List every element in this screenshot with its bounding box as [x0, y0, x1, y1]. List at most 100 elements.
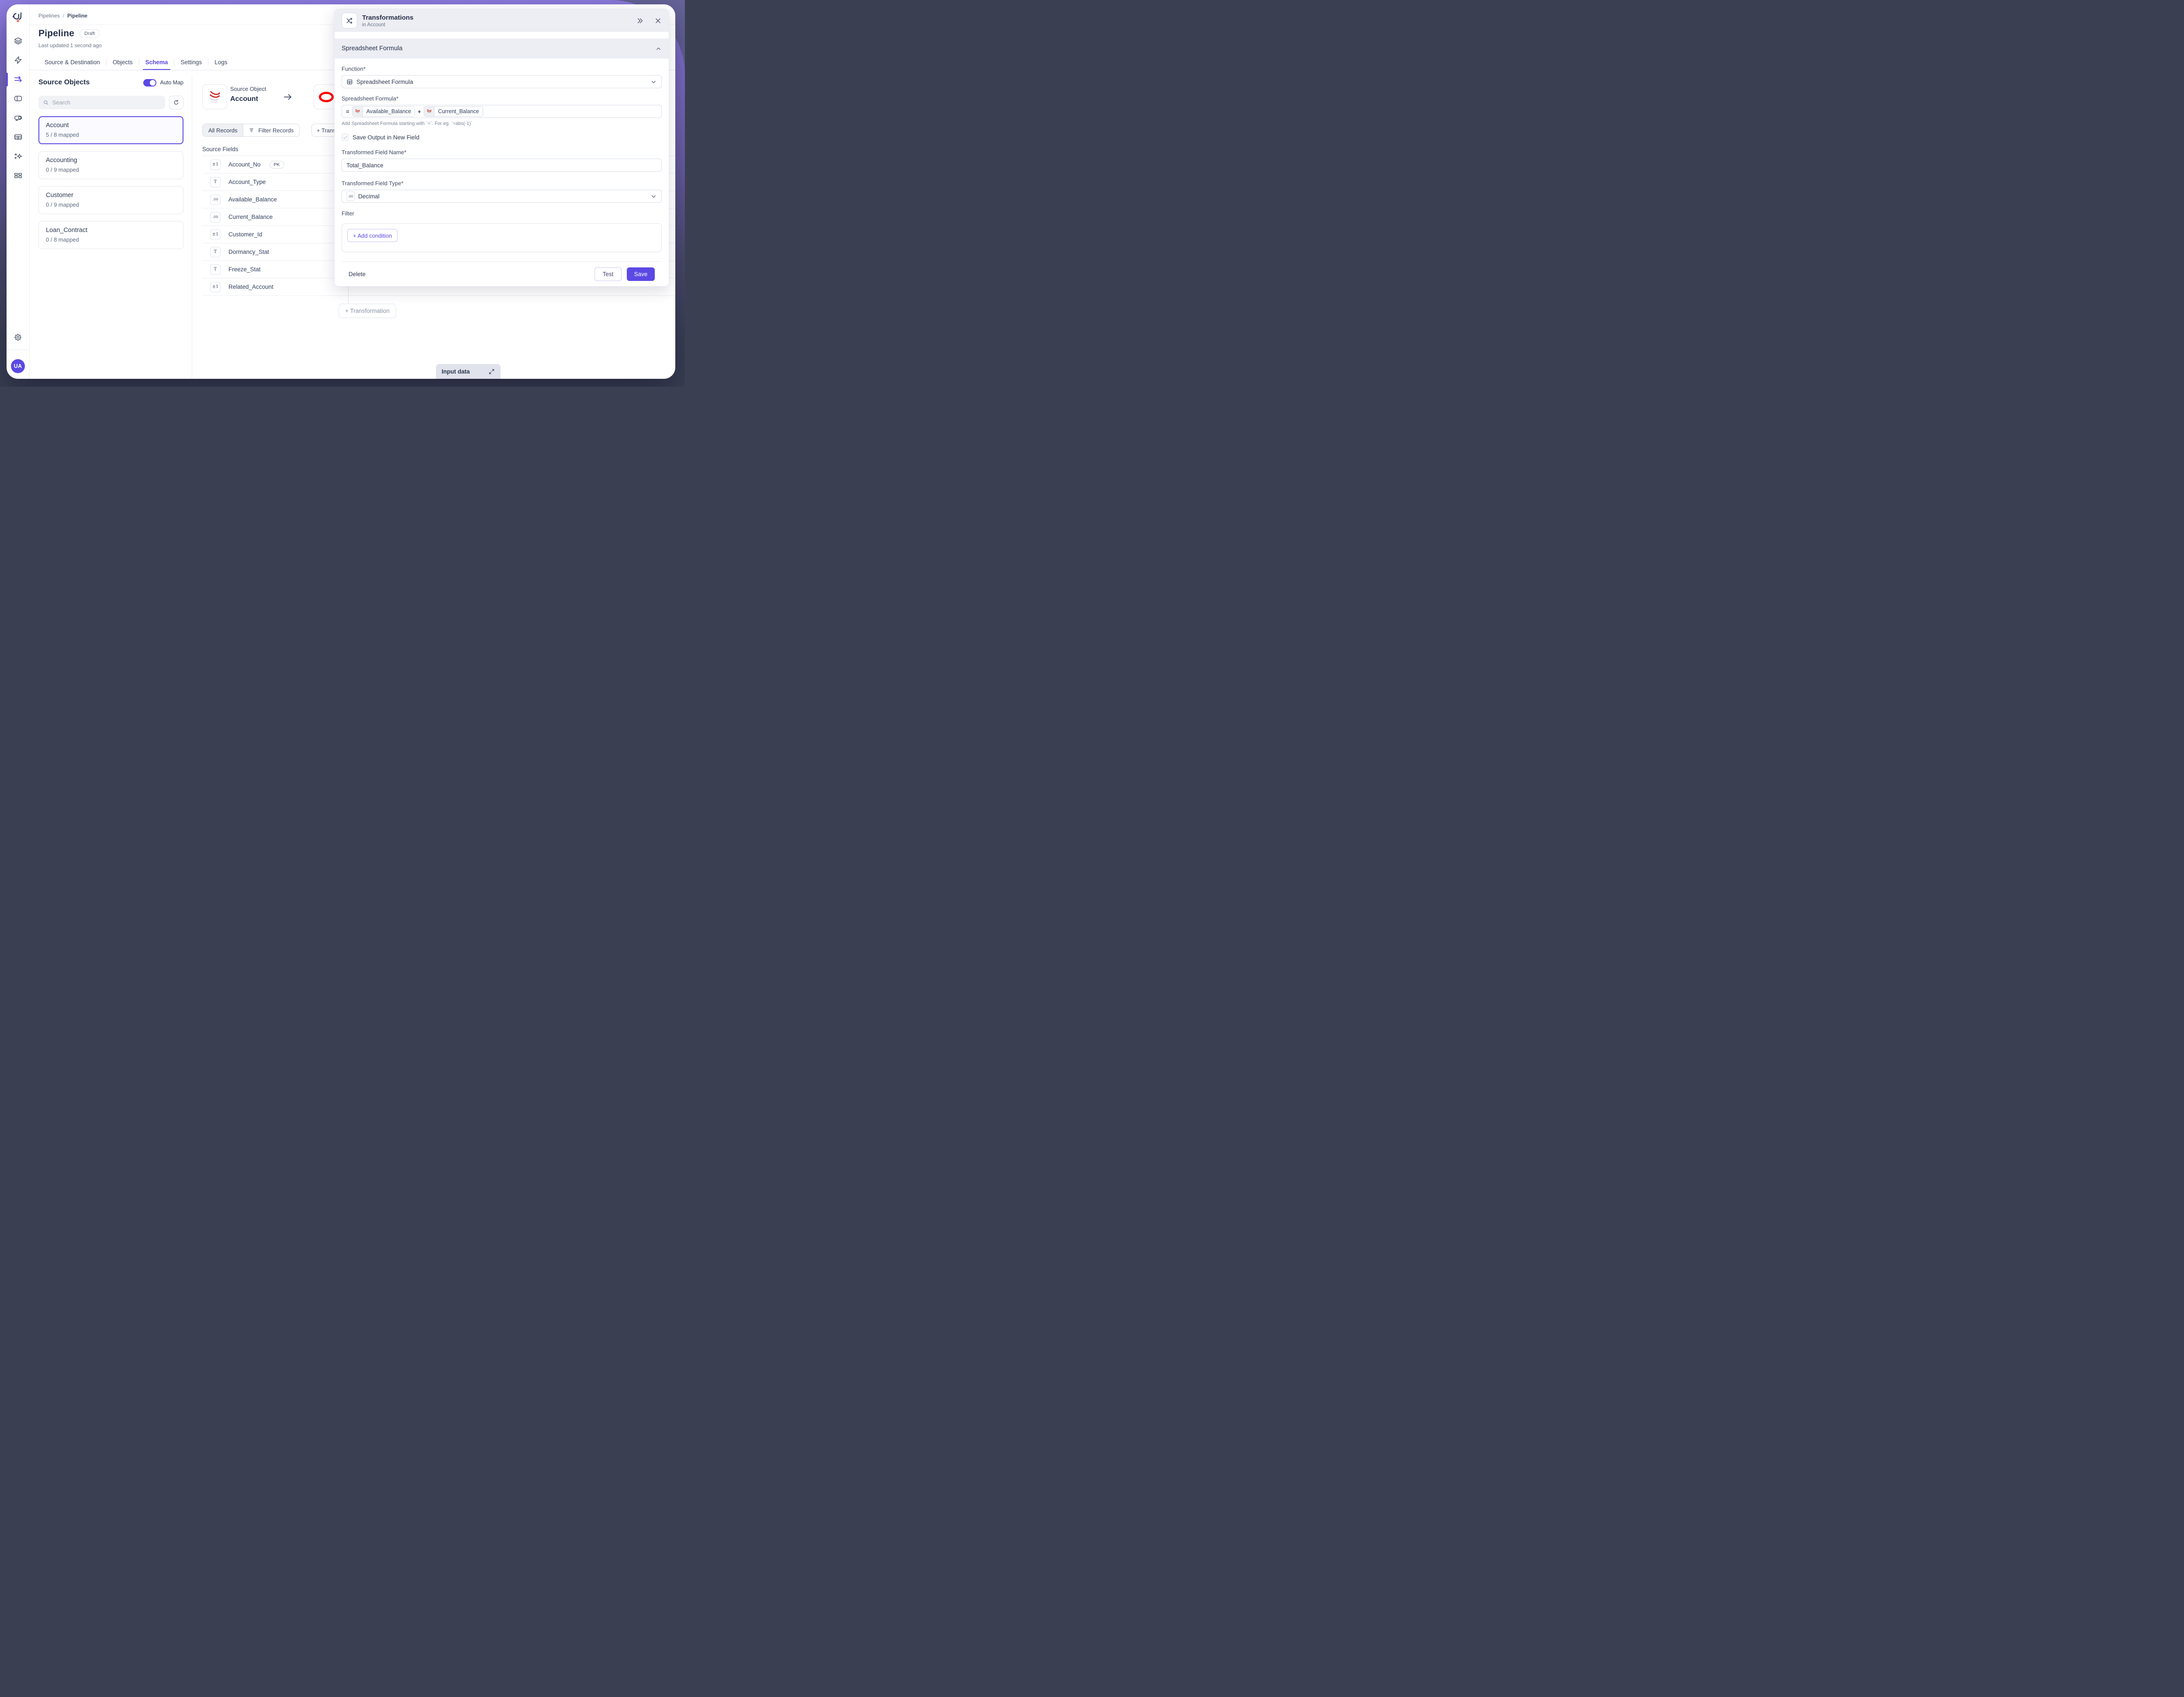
sidebar: UA: [7, 4, 30, 379]
test-button[interactable]: Test: [594, 267, 622, 281]
function-select[interactable]: Spreadsheet Formula: [342, 75, 662, 88]
field-chip-available-balance[interactable]: Available_Balance: [352, 106, 415, 117]
sqlserver-source-card: [202, 84, 227, 109]
tab-source-destination[interactable]: Source & Destination: [45, 59, 100, 66]
expand-icon: [489, 369, 494, 374]
tab-all-records[interactable]: All Records: [203, 124, 244, 136]
search-box: [38, 96, 165, 109]
status-badge: Draft: [79, 29, 100, 38]
source-object-card-customer[interactable]: Customer 0 / 9 mapped: [38, 186, 183, 214]
object-name: Account: [46, 122, 69, 129]
save-button[interactable]: Save: [627, 267, 655, 281]
refresh-button[interactable]: [169, 96, 183, 109]
object-name: Accounting: [46, 157, 77, 164]
oracle-icon: [318, 91, 334, 102]
object-name: Loan_Contract: [46, 227, 88, 234]
refresh-icon: [174, 100, 179, 105]
sidebar-item-ai-sparkle-icon[interactable]: [14, 152, 23, 161]
auto-map-toggle[interactable]: [143, 79, 157, 87]
records-segmented-control: All Records Filter Records: [202, 124, 300, 137]
transformed-field-type-select[interactable]: .00 Decimal: [342, 190, 662, 203]
decimal-type-icon: .00: [210, 194, 221, 205]
breadcrumb-separator: /: [62, 13, 65, 19]
panel-footer: Delete Test Save: [342, 261, 662, 286]
app-window: UA Pipelines / Pipeline Pipeline Draft L…: [7, 4, 675, 379]
tab-bar: Source & Destination Objects Schema Sett…: [38, 54, 233, 70]
field-chip-current-balance[interactable]: Current_Balance: [423, 106, 483, 117]
auto-map-label: Auto Map: [160, 80, 183, 86]
shuffle-icon: [342, 13, 357, 28]
filter-label: Filter: [342, 210, 354, 217]
source-object-card-loan-contract[interactable]: Loan_Contract 0 / 8 mapped: [38, 221, 183, 249]
add-transformation-button[interactable]: + Transformation: [339, 304, 396, 318]
plus-operator: +: [418, 108, 421, 115]
breadcrumb-parent[interactable]: Pipelines: [38, 13, 60, 19]
sidebar-item-megaphone-icon[interactable]: [14, 113, 23, 122]
tab-schema[interactable]: Schema: [139, 54, 174, 70]
arrow-right-icon: [283, 92, 293, 102]
text-type-icon: T: [210, 264, 221, 275]
source-object-card-account[interactable]: Account 5 / 8 mapped: [38, 116, 183, 144]
formula-label: Spreadsheet Formula*: [342, 95, 399, 102]
tab-settings[interactable]: Settings: [180, 59, 202, 66]
save-output-label: Save Output in New Field: [352, 134, 420, 141]
panel-subtitle: in Account: [362, 22, 386, 28]
object-mapped-count: 0 / 8 mapped: [46, 236, 79, 243]
breadcrumb-current: Pipeline: [67, 13, 88, 19]
object-mapped-count: 5 / 8 mapped: [46, 132, 79, 138]
breadcrumb: Pipelines / Pipeline: [38, 13, 87, 19]
integer-type-icon: ±1: [210, 159, 221, 170]
save-output-checkbox[interactable]: [342, 134, 349, 141]
section-header-spreadsheet-formula[interactable]: Spreadsheet Formula: [335, 38, 669, 59]
source-objects-panel: Source Objects Auto Map: [38, 74, 183, 249]
spreadsheet-icon: [347, 79, 352, 84]
transformed-field-type-label: Transformed Field Type*: [342, 180, 404, 187]
close-icon[interactable]: [654, 17, 662, 24]
sidebar-item-pipelines-icon[interactable]: [14, 75, 23, 84]
integer-type-icon: ±1: [210, 229, 221, 240]
text-type-icon: T: [210, 246, 221, 257]
primary-key-badge: PK: [269, 160, 284, 169]
last-updated-text: Last updated 1 second ago: [38, 42, 102, 48]
chevron-down-icon: [650, 79, 657, 85]
sidebar-item-table-icon[interactable]: [14, 132, 23, 142]
integer-type-icon: ±1: [210, 281, 221, 292]
sidebar-item-apps-grid-icon[interactable]: [14, 171, 23, 180]
check-icon: [343, 135, 347, 139]
collapse-panel-icon[interactable]: [636, 17, 644, 24]
tab-separator: [106, 59, 107, 66]
tab-objects[interactable]: Objects: [112, 59, 133, 66]
search-input[interactable]: [52, 99, 161, 106]
object-mapped-count: 0 / 9 mapped: [46, 201, 79, 208]
field-row-related-account[interactable]: ±1 Related_Account: [202, 278, 675, 296]
sidebar-active-indicator: [7, 73, 8, 87]
tab-logs[interactable]: Logs: [214, 59, 228, 66]
sidebar-item-panel-icon[interactable]: [14, 94, 23, 103]
transformed-field-name-input[interactable]: [346, 162, 657, 169]
object-mapped-count: 0 / 9 mapped: [46, 166, 79, 173]
avatar[interactable]: UA: [11, 359, 25, 373]
input-data-bar[interactable]: Input data: [436, 364, 501, 379]
source-object-card-accounting[interactable]: Accounting 0 / 9 mapped: [38, 151, 183, 179]
sqlserver-icon: [424, 107, 435, 116]
add-condition-button[interactable]: + Add condition: [347, 229, 398, 242]
filter-icon: [250, 128, 254, 132]
input-data-label: Input data: [442, 368, 470, 375]
sidebar-item-zap-icon[interactable]: [14, 55, 23, 65]
chevron-down-icon: [650, 193, 657, 200]
settings-gear-icon[interactable]: [14, 333, 22, 342]
tab-filter-records[interactable]: Filter Records: [243, 124, 299, 136]
sqlserver-icon: [209, 90, 220, 103]
filter-conditions-box: + Add condition: [342, 223, 662, 252]
sidebar-item-layers-icon[interactable]: [14, 36, 23, 45]
function-label: Function*: [342, 66, 366, 72]
search-icon: [44, 100, 48, 105]
transformed-field-name-label: Transformed Field Name*: [342, 149, 407, 156]
page-title: Pipeline: [38, 28, 75, 38]
formula-input[interactable]: = Available_Balance +: [342, 105, 662, 118]
app-logo-icon[interactable]: [12, 11, 24, 23]
desktop-background: UA Pipelines / Pipeline Pipeline Draft L…: [0, 0, 685, 387]
transformed-field-name-input-wrap: [342, 159, 662, 172]
source-object-label: Source Object: [230, 86, 266, 92]
delete-button[interactable]: Delete: [349, 270, 366, 277]
